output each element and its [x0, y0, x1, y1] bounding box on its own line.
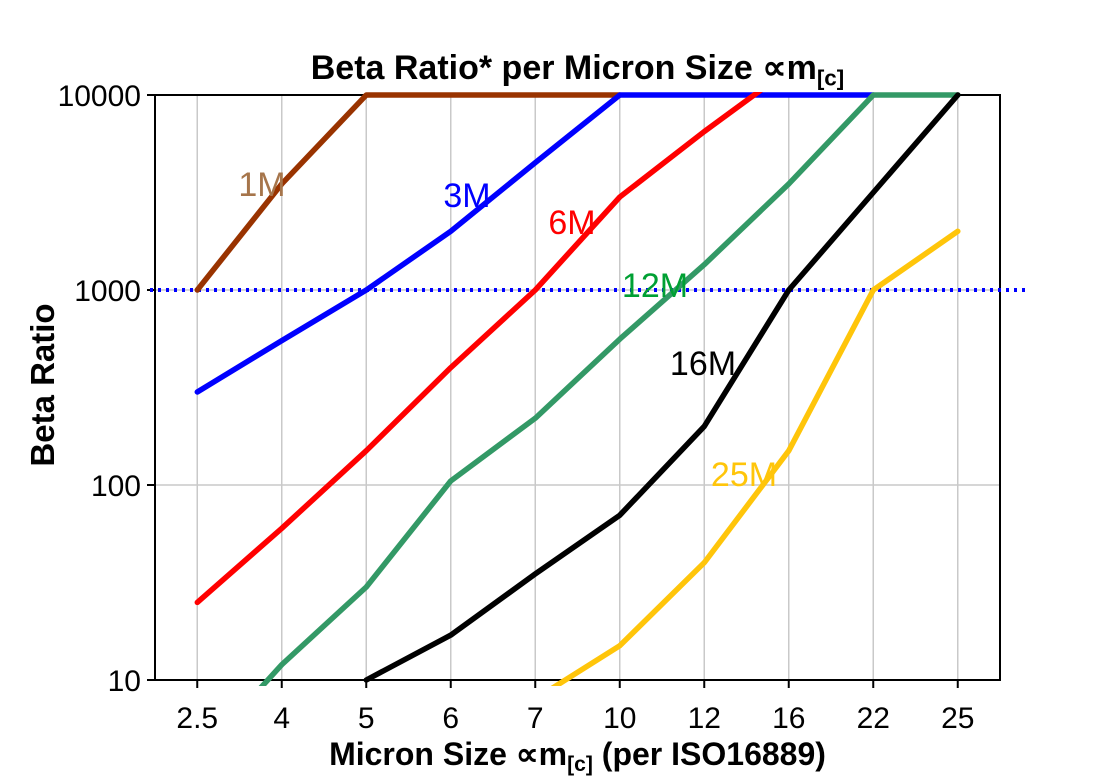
series-label-12M: 12M: [622, 267, 688, 305]
series-line-3M: [194, 92, 877, 395]
series-label-3M: 3M: [443, 177, 490, 215]
x-axis-title-text: Micron Size ∝m: [329, 736, 568, 772]
x-tick-label: 7: [527, 702, 544, 735]
series-line-1M: [194, 92, 623, 293]
chart-title: Beta Ratio* per Micron Size ∝m[c]: [155, 48, 1000, 91]
x-axis-title-subscript: [c]: [567, 752, 593, 776]
series-line-12M: [258, 92, 961, 686]
series-line-6M: [194, 92, 763, 606]
series-line-25M: [550, 228, 961, 686]
series-label-1M: 1M: [238, 166, 285, 204]
y-tick-label: 100: [91, 470, 141, 503]
x-tick-label: 25: [941, 702, 974, 735]
chart-title-text: Beta Ratio* per Micron Size ∝m: [310, 49, 817, 87]
y-tick-label: 10: [108, 665, 141, 698]
x-tick-label: 4: [273, 702, 290, 735]
chart-title-subscript: [c]: [816, 65, 845, 91]
x-tick-label: 22: [857, 702, 890, 735]
x-axis-title-suffix: (per ISO16889): [592, 736, 826, 772]
series-line-16M: [363, 92, 961, 683]
x-tick-label: 16: [772, 702, 805, 735]
x-tick-label: 2.5: [176, 702, 218, 735]
x-tick-label: 10: [603, 702, 636, 735]
series-label-25M: 25M: [711, 456, 777, 494]
x-tick-label: 5: [358, 702, 375, 735]
x-tick-label: 12: [688, 702, 721, 735]
series-label-16M: 16M: [670, 345, 736, 383]
y-tick-label: 10000: [58, 80, 141, 113]
x-tick-label: 6: [442, 702, 459, 735]
y-tick-label: 1000: [74, 275, 141, 308]
x-axis-title: Micron Size ∝m[c] (per ISO16889): [155, 735, 1000, 777]
series-label-6M: 6M: [548, 204, 595, 242]
